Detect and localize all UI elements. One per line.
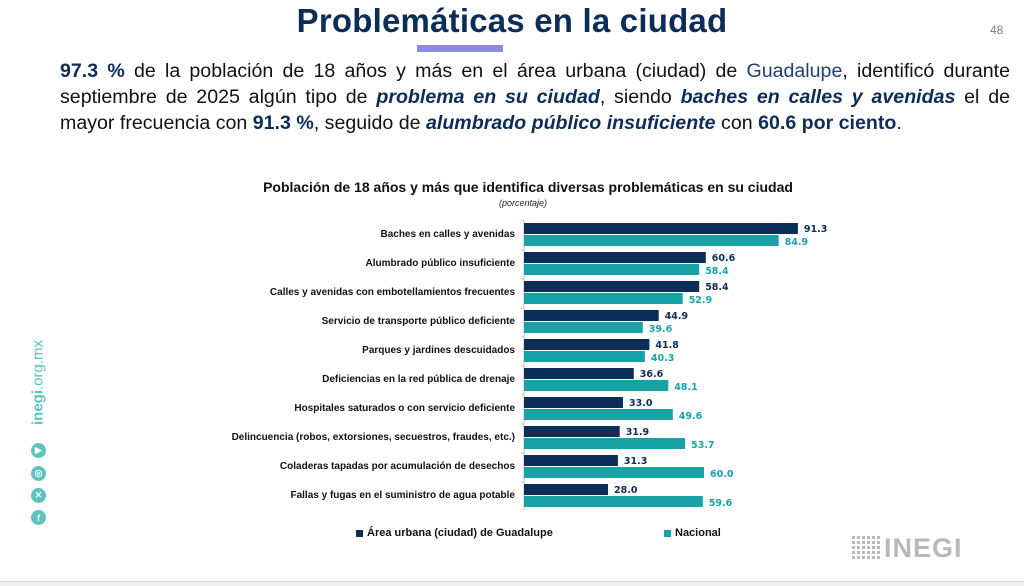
category-label: Delincuencia (robos, extorsiones, secues…: [232, 432, 515, 443]
bar-guadalupe: [524, 223, 798, 234]
bar-nacional: [524, 467, 704, 478]
url-rest: .org.mx: [29, 339, 47, 390]
data-label-nacional: 60.0: [710, 469, 734, 480]
chart-title: Población de 18 años y más que identific…: [263, 179, 793, 195]
data-label-nacional: 52.9: [689, 295, 712, 306]
intro-emphasis: problema en su ciudad: [376, 86, 600, 108]
intro-text: , siendo: [599, 86, 681, 108]
data-label-guadalupe: 60.6: [712, 253, 736, 264]
data-label-guadalupe: 36.6: [640, 369, 664, 380]
legend-swatch-nacional: [664, 529, 671, 537]
bar-nacional: [524, 438, 686, 449]
inegi-url[interactable]: inegi.org.mx: [30, 333, 47, 433]
intro-paragraph: 97.3 % de la población de 18 años y más …: [60, 58, 1010, 136]
data-label-nacional: 40.3: [651, 353, 674, 364]
data-label-guadalupe: 31.9: [626, 427, 649, 438]
page-number: 48: [990, 23, 1004, 37]
data-label-guadalupe: 58.4: [705, 282, 729, 293]
bar-nacional: [524, 235, 779, 246]
legend-item-nacional: Nacional: [664, 527, 721, 539]
data-label-nacional: 39.6: [649, 324, 673, 335]
intro-stat-top: 91.3 %: [252, 112, 314, 134]
intro-stat-second: 60.6 por ciento: [758, 112, 897, 134]
intro-text: el de mayor frecuencia con: [60, 86, 1010, 134]
intro-text: , seguido de: [313, 112, 426, 134]
bar-nacional: [524, 496, 703, 507]
bar-nacional: [524, 322, 643, 333]
data-label-nacional: 53.7: [691, 440, 714, 451]
x-icon[interactable]: ✕: [31, 488, 46, 503]
bar-guadalupe: [524, 484, 608, 495]
data-label-guadalupe: 41.8: [655, 340, 679, 351]
bar-nacional: [524, 293, 683, 304]
bar-nacional: [524, 351, 645, 362]
instagram-icon[interactable]: ◎: [31, 466, 46, 481]
category-label: Alumbrado público insuficiente: [366, 258, 516, 269]
category-label: Servicio de transporte público deficient…: [322, 316, 516, 327]
data-label-guadalupe: 31.3: [624, 456, 647, 467]
bar-guadalupe: [524, 368, 634, 379]
data-label-guadalupe: 91.3: [804, 224, 827, 235]
intro-text: , identificó durante septiembre de 2025 …: [60, 60, 1010, 108]
bar-guadalupe: [524, 281, 700, 292]
legend-swatch-guadalupe: [356, 529, 363, 537]
youtube-icon[interactable]: ▶: [31, 443, 46, 458]
intro-emphasis: alumbrado público insuficiente: [426, 112, 716, 134]
data-label-nacional: 59.6: [709, 498, 733, 509]
legend-label-guadalupe: Área urbana (ciudad) de Guadalupe: [367, 527, 553, 539]
inegi-logo-mark: [852, 536, 880, 560]
inegi-logo-text: INEGI: [884, 532, 963, 563]
intro-text: de la población de 18 años y más en el á…: [124, 60, 747, 82]
intro-stat-total: 97.3 %: [60, 60, 125, 82]
bar-guadalupe: [524, 397, 623, 408]
category-label: Hospitales saturados o con servicio defi…: [294, 403, 515, 414]
bar-guadalupe: [524, 426, 620, 437]
data-label-nacional: 49.6: [679, 411, 703, 422]
bar-guadalupe: [524, 310, 659, 321]
bar-nacional: [524, 409, 673, 420]
footer-line: [0, 581, 1024, 586]
category-label: Coladeras tapadas por acumulación de des…: [280, 461, 516, 472]
url-bold: inegi: [29, 390, 47, 426]
bar-nacional: [524, 380, 669, 391]
category-label: Baches en calles y avenidas: [380, 229, 515, 240]
category-label: Fallas y fugas en el suministro de agua …: [290, 490, 515, 501]
intro-text: con: [715, 112, 759, 134]
bar-guadalupe: [524, 455, 618, 466]
data-label-guadalupe: 33.0: [629, 398, 653, 409]
intro-text: .: [896, 112, 902, 134]
page-title: Problemáticas en la ciudad: [296, 2, 728, 39]
title-underline: [417, 45, 503, 52]
intro-city: Guadalupe: [746, 60, 843, 82]
facebook-icon[interactable]: f: [31, 510, 46, 525]
social-sidebar: inegi.org.mx ▶ ◎ ✕ f: [24, 340, 52, 533]
category-label: Deficiencias en la red pública de drenaj…: [322, 374, 515, 385]
chart-subtitle: (porcentaje): [498, 198, 548, 208]
data-label-nacional: 58.4: [705, 266, 729, 277]
data-label-guadalupe: 44.9: [665, 311, 688, 322]
intro-emphasis: baches en calles y avenidas: [680, 86, 956, 108]
bar-guadalupe: [524, 252, 706, 263]
category-label: Calles y avenidas con embotellamientos f…: [270, 287, 516, 298]
legend-item-guadalupe: Área urbana (ciudad) de Guadalupe: [356, 527, 553, 539]
data-label-nacional: 84.9: [785, 237, 808, 248]
inegi-logo: INEGI: [852, 533, 963, 563]
data-label-guadalupe: 28.0: [614, 485, 638, 496]
category-label: Parques y jardines descuidados: [362, 345, 515, 356]
bar-nacional: [524, 264, 700, 275]
legend-label-nacional: Nacional: [675, 527, 721, 539]
data-label-nacional: 48.1: [674, 382, 697, 393]
bar-guadalupe: [524, 339, 650, 350]
